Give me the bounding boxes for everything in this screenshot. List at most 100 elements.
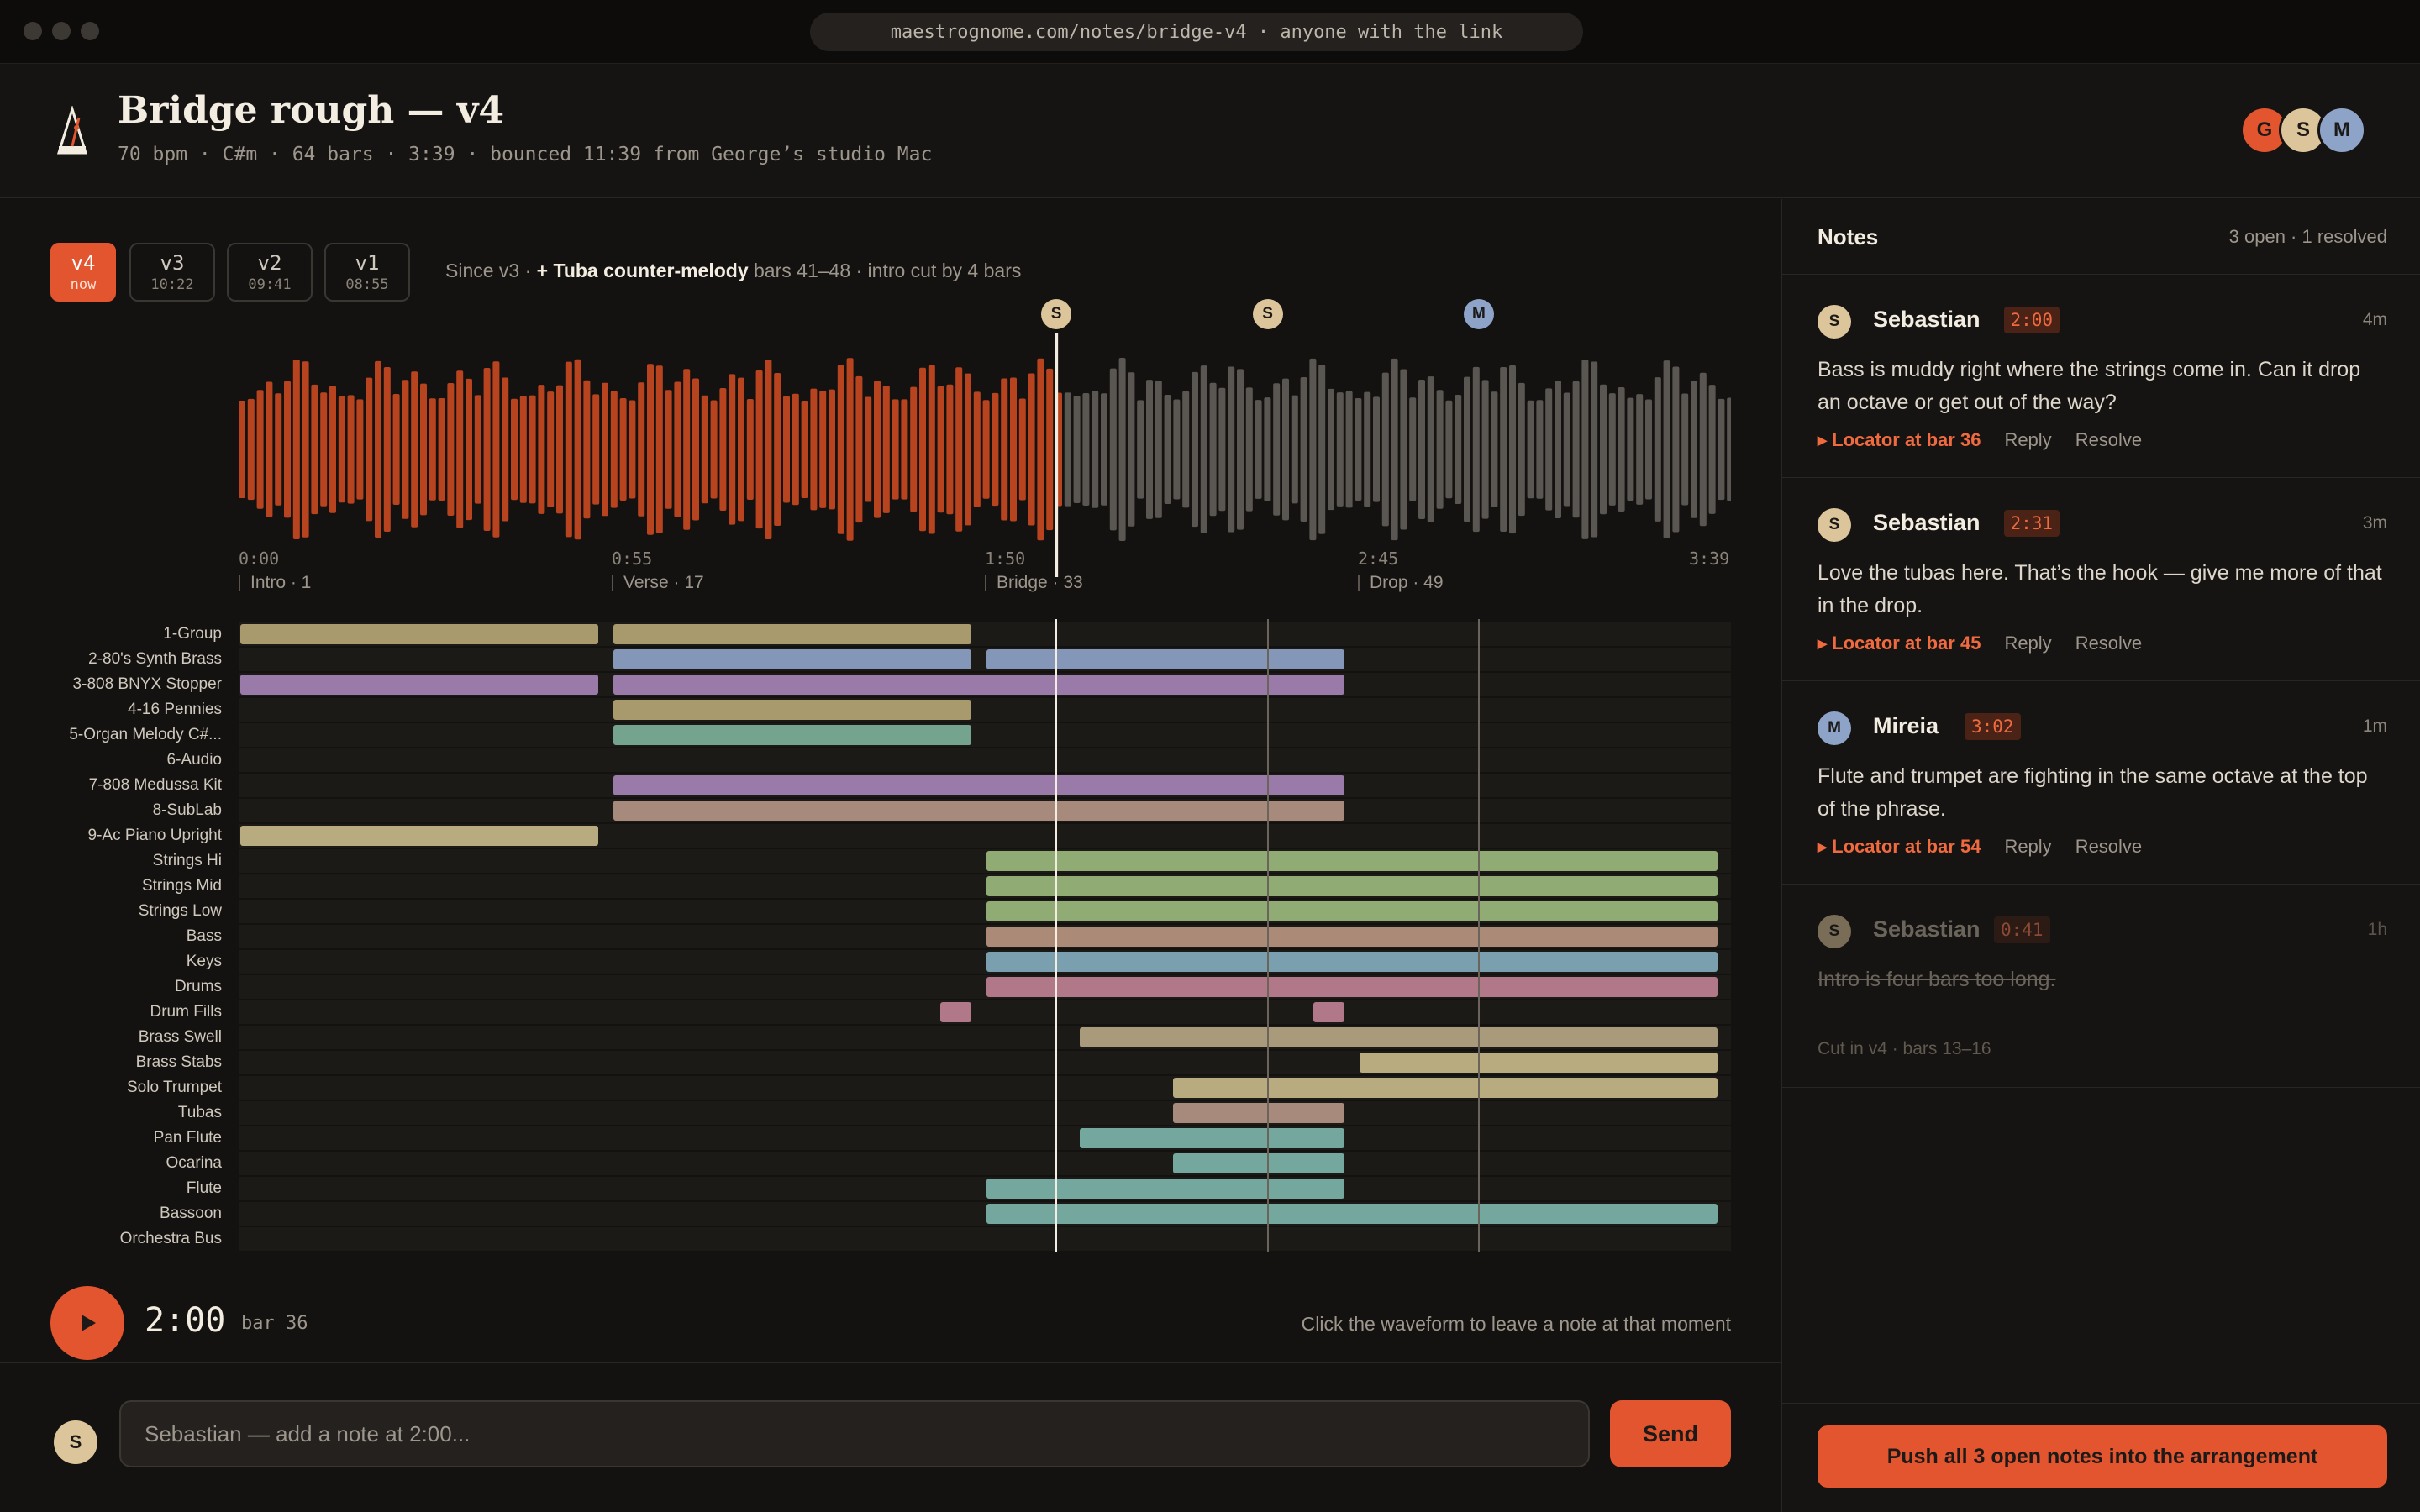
track-clip[interactable] bbox=[986, 952, 1718, 972]
track-clip[interactable] bbox=[613, 675, 1344, 695]
track-label[interactable]: Strings Low bbox=[138, 902, 222, 920]
track-lane[interactable] bbox=[239, 1000, 1731, 1024]
track-label[interactable]: Pan Flute bbox=[153, 1129, 222, 1147]
push-notes-button[interactable]: Push all 3 open notes into the arrangeme… bbox=[1818, 1425, 2387, 1488]
track-label[interactable]: Orchestra Bus bbox=[119, 1230, 222, 1247]
track-lane[interactable] bbox=[239, 648, 1731, 671]
track-lane[interactable] bbox=[239, 748, 1731, 772]
window-close-dot[interactable] bbox=[24, 22, 42, 40]
track-clip[interactable] bbox=[986, 901, 1718, 921]
track-lane[interactable] bbox=[239, 1076, 1731, 1100]
track-clip[interactable] bbox=[986, 927, 1718, 947]
track-label[interactable]: 7-808 Medussa Kit bbox=[88, 776, 222, 794]
track-clip[interactable] bbox=[986, 1179, 1344, 1199]
track-lane[interactable] bbox=[239, 1101, 1731, 1125]
resolved-note[interactable]: S Sebastian 0:41 1h Intro is four bars t… bbox=[1782, 885, 2420, 1088]
track-clip[interactable] bbox=[613, 700, 971, 720]
track-clip[interactable] bbox=[613, 649, 971, 669]
track-label[interactable]: Tubas bbox=[177, 1104, 222, 1121]
track-lane[interactable] bbox=[239, 849, 1731, 873]
version-tab-v2[interactable]: v2 09:41 bbox=[227, 243, 313, 302]
track-lane[interactable] bbox=[239, 723, 1731, 747]
track-clip[interactable] bbox=[240, 624, 598, 644]
resolve-button[interactable]: Resolve bbox=[2075, 429, 2143, 450]
track-label[interactable]: Keys bbox=[186, 953, 222, 970]
track-clip[interactable] bbox=[939, 1002, 971, 1022]
track-clip[interactable] bbox=[1173, 1103, 1344, 1123]
collaborator-avatar[interactable]: S bbox=[2279, 106, 2328, 155]
track-clip[interactable] bbox=[240, 675, 598, 695]
locator-link[interactable]: ▸ Locator at bar 45 bbox=[1818, 633, 1981, 654]
version-tab-v1[interactable]: v1 08:55 bbox=[324, 243, 410, 302]
note-timestamp[interactable]: 2:31 bbox=[2003, 510, 2060, 537]
track-clip[interactable] bbox=[613, 725, 971, 745]
track-label[interactable]: 1-Group bbox=[163, 625, 222, 643]
track-lane[interactable] bbox=[239, 1152, 1731, 1175]
waveform-playhead[interactable] bbox=[1055, 333, 1059, 577]
track-lane[interactable] bbox=[239, 874, 1731, 898]
track-lane[interactable] bbox=[239, 950, 1731, 974]
note-marker[interactable]: M bbox=[1463, 299, 1494, 329]
note-marker[interactable]: S bbox=[1041, 299, 1072, 329]
send-button[interactable]: Send bbox=[1610, 1400, 1731, 1467]
track-label[interactable]: Bass bbox=[186, 927, 222, 945]
track-clip[interactable] bbox=[613, 775, 1344, 795]
track-label[interactable]: 4-16 Pennies bbox=[128, 701, 222, 718]
track-lane[interactable] bbox=[239, 900, 1731, 923]
track-lane[interactable] bbox=[239, 1202, 1731, 1226]
track-clip[interactable] bbox=[986, 977, 1718, 997]
track-lane[interactable] bbox=[239, 824, 1731, 848]
version-tab-v4[interactable]: v4 now bbox=[50, 243, 116, 302]
window-minimize-dot[interactable] bbox=[52, 22, 71, 40]
waveform[interactable] bbox=[239, 300, 1731, 585]
locator-link[interactable]: ▸ Locator at bar 54 bbox=[1818, 836, 1981, 857]
track-clip[interactable] bbox=[613, 801, 1344, 821]
track-label[interactable]: Drum Fills bbox=[150, 1003, 223, 1021]
resolve-button[interactable]: Resolve bbox=[2075, 633, 2143, 654]
track-clip[interactable] bbox=[240, 826, 598, 846]
window-zoom-dot[interactable] bbox=[81, 22, 99, 40]
track-clip[interactable] bbox=[1173, 1153, 1344, 1173]
track-label[interactable]: 9-Ac Piano Upright bbox=[87, 827, 222, 844]
track-clip[interactable] bbox=[1313, 1002, 1344, 1022]
reply-button[interactable]: Reply bbox=[2004, 836, 2052, 857]
locator-link[interactable]: ▸ Locator at bar 36 bbox=[1818, 429, 1981, 450]
track-lane[interactable] bbox=[239, 1227, 1731, 1251]
track-label[interactable]: 8-SubLab bbox=[152, 801, 222, 819]
note-card[interactable]: M Mireia 3:02 1m Flute and trumpet are fight… bbox=[1782, 681, 2420, 885]
note-timestamp[interactable]: 2:00 bbox=[2003, 307, 2060, 333]
note-input[interactable]: Sebastian — add a note at 2:00... bbox=[119, 1400, 1590, 1467]
track-label[interactable]: Solo Trumpet bbox=[127, 1079, 222, 1096]
track-lane[interactable] bbox=[239, 925, 1731, 948]
track-lane[interactable] bbox=[239, 774, 1731, 797]
track-label[interactable]: Strings Mid bbox=[141, 877, 222, 895]
track-clip[interactable] bbox=[986, 851, 1718, 871]
track-clip[interactable] bbox=[613, 624, 971, 644]
track-label[interactable]: 6-Audio bbox=[166, 751, 223, 769]
track-label[interactable]: Flute bbox=[186, 1179, 222, 1197]
track-clip[interactable] bbox=[1080, 1027, 1718, 1047]
track-label[interactable]: Ocarina bbox=[166, 1154, 222, 1172]
track-label[interactable]: Strings Hi bbox=[152, 852, 222, 869]
track-clip[interactable] bbox=[986, 876, 1718, 896]
reply-button[interactable]: Reply bbox=[2004, 633, 2052, 654]
track-label[interactable]: Drums bbox=[175, 978, 222, 995]
note-timestamp[interactable]: 0:41 bbox=[1994, 916, 2050, 943]
note-marker[interactable]: S bbox=[1252, 299, 1283, 329]
track-lane[interactable] bbox=[239, 1026, 1731, 1049]
collaborator-avatar[interactable]: M bbox=[2317, 106, 2366, 155]
track-label[interactable]: Brass Swell bbox=[138, 1028, 222, 1046]
track-label[interactable]: Bassoon bbox=[160, 1205, 222, 1222]
track-clip[interactable] bbox=[986, 649, 1344, 669]
track-lane[interactable] bbox=[239, 1126, 1731, 1150]
track-lane[interactable] bbox=[239, 1177, 1731, 1200]
track-clip[interactable] bbox=[1360, 1053, 1718, 1073]
track-label[interactable]: 3-808 BNYX Stopper bbox=[72, 675, 222, 693]
track-label[interactable]: Brass Stabs bbox=[135, 1053, 222, 1071]
track-lane[interactable] bbox=[239, 1051, 1731, 1074]
track-clip[interactable] bbox=[986, 1204, 1718, 1224]
track-lane[interactable] bbox=[239, 673, 1731, 696]
track-clip[interactable] bbox=[1173, 1078, 1718, 1098]
note-card[interactable]: S Sebastian 2:00 4m Bass is muddy right wher… bbox=[1782, 275, 2420, 478]
resolve-button[interactable]: Resolve bbox=[2075, 836, 2143, 857]
